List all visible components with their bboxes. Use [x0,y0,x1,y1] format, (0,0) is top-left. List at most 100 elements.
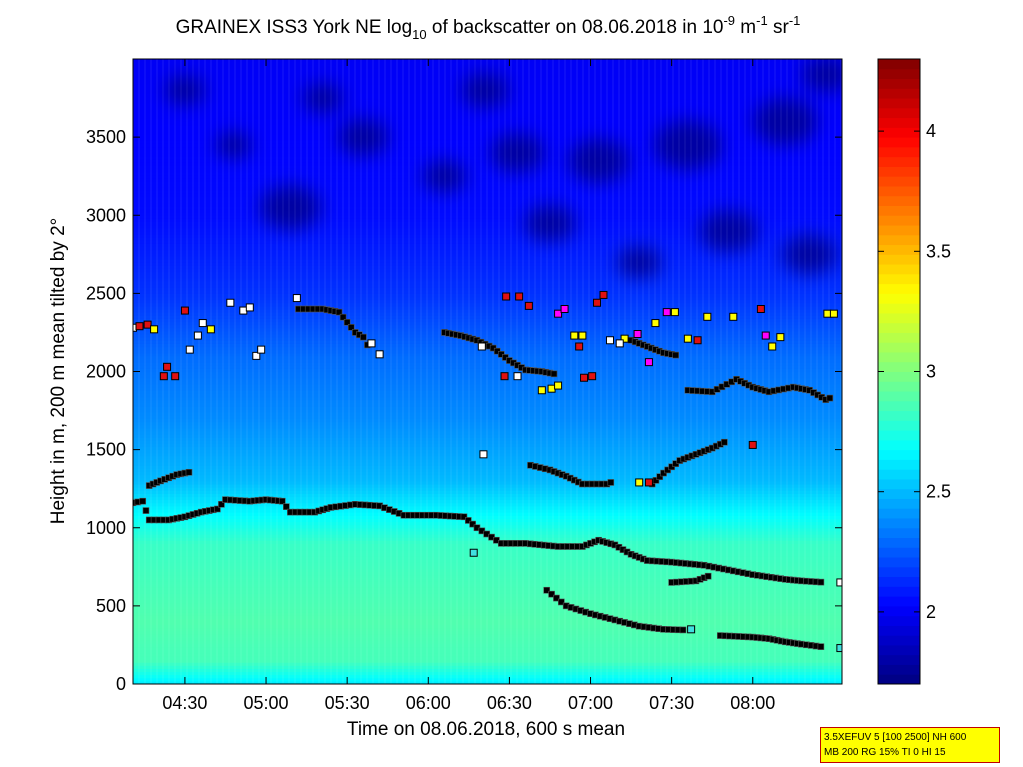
scatter-marker [171,372,180,381]
scatter-marker [193,331,202,340]
scatter-marker [756,305,765,313]
y-tick-label: 1500 [86,440,126,460]
colorbar-step [878,215,920,226]
colorbar-step [878,654,920,665]
scatter-marker [143,320,152,329]
colorbar-step [878,195,920,206]
y-tick-label: 3500 [86,127,126,147]
colorbar-step [878,351,920,363]
mid-layer-marker [704,572,712,580]
residual-layer-b-marker [652,477,660,484]
mixed-layer-lower-marker [142,507,150,514]
mixed-layer-lower-marker [278,497,286,505]
colorbar-step [878,117,920,128]
scatter-marker [375,350,384,359]
scatter-marker [599,290,608,299]
colorbar-step [878,107,920,119]
scatter-marker [163,362,172,371]
colorbar-step [878,293,920,304]
scatter-marker [662,308,671,317]
x-tick-label: 08:00 [730,693,775,713]
lower-layer-marker [548,590,555,598]
scatter-marker [502,292,511,301]
y-tick-label: 3000 [86,205,126,225]
scatter-marker [226,298,235,307]
colorbar-step [878,342,920,353]
colorbar-step [878,410,920,421]
colorbar-step [878,469,920,480]
scatter-marker [575,342,584,351]
colorbar-step [878,644,920,656]
colorbar-step [878,605,920,617]
colorbar-step [878,586,920,597]
info-line-2: MB 200 RG 15% TI 0 HI 15 [824,747,946,758]
scatter-marker [239,306,248,315]
mixed-layer-lower-marker [139,497,147,505]
scatter-marker [836,644,842,653]
colorbar-step [878,205,920,216]
upper-layer-1-marker [343,318,351,326]
scatter-marker [687,625,696,634]
colorbar-tick-label: 4 [926,121,936,141]
colorbar-step [878,254,920,265]
colorbar-step [878,303,920,314]
scatter-marker [547,384,556,393]
scatter-marker [537,386,546,395]
scatter-marker [245,303,254,312]
upper-layer-1-marker [347,324,355,331]
x-axis-label: Time on 08.06.2018, 600 s mean [347,719,625,740]
y-tick-label: 0 [116,674,126,694]
x-tick-label: 04:30 [162,693,207,713]
plot-area [133,59,842,684]
scatter-marker [206,325,215,334]
colorbar-step [878,478,920,490]
colorbar-step [878,449,920,460]
colorbar-ticks: 2 2.5 3 3.5 4 [878,121,951,622]
scatter-marker [515,292,524,301]
x-tick-label: 07:00 [568,693,613,713]
scatter-marker [644,358,653,367]
scatter-markers [133,290,842,653]
colorbar-step [878,59,920,70]
scatter-marker [367,339,376,348]
colorbar-step [878,547,920,558]
scatter-marker [560,305,569,313]
x-tick-label: 05:00 [244,693,289,713]
scatter-marker [670,308,679,317]
scatter-marker [159,372,168,381]
colorbar-step [878,176,920,187]
lower-layer-marker [558,598,565,606]
chart-title: GRAINEX ISS3 York NE log10 of backscatte… [176,13,801,42]
upper-layer-4-marker [672,351,680,359]
residual-layer-a-marker [607,479,615,486]
scatter-marker [644,478,653,487]
colorbar-step [878,508,920,519]
upper-layer-1-marker [339,313,347,321]
colorbar-step [878,459,920,470]
colorbar-step [878,166,920,177]
y-axis-label: Height in m, 200 m mean tilted by 2° [48,218,69,524]
colorbar-step [878,635,920,646]
mixed-layer-upper-marker [185,468,193,476]
colorbar-step [878,127,920,138]
colorbar-step [878,488,920,499]
scatter-marker [292,294,301,303]
scatter-marker [252,351,261,360]
colorbar-step [878,156,920,167]
colorbar-step [878,322,920,333]
scatter-marker [469,548,478,557]
upper-layer-1-marker [335,308,343,316]
colorbar-tick-label: 2.5 [926,482,951,502]
colorbar-step [878,430,920,441]
mixed-layer-lower-marker [283,503,290,510]
colorbar-tick-label: 2 [926,602,936,622]
colorbar-step [878,273,920,285]
colorbar-step [878,566,920,578]
scatter-marker [554,381,563,390]
scatter-marker [570,331,579,340]
scatter-marker [185,345,194,354]
lower-layer-marker [679,626,687,634]
upper-layer-2-marker [550,370,558,378]
scatter-marker [748,440,757,449]
